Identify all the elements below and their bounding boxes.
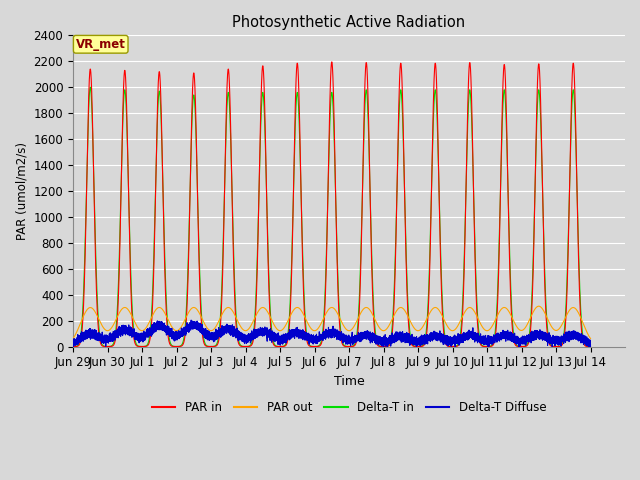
Title: Photosynthetic Active Radiation: Photosynthetic Active Radiation xyxy=(232,15,465,30)
Legend: PAR in, PAR out, Delta-T in, Delta-T Diffuse: PAR in, PAR out, Delta-T in, Delta-T Dif… xyxy=(147,396,551,419)
X-axis label: Time: Time xyxy=(333,375,364,388)
Y-axis label: PAR (umol/m2/s): PAR (umol/m2/s) xyxy=(15,142,28,240)
Text: VR_met: VR_met xyxy=(76,38,125,51)
